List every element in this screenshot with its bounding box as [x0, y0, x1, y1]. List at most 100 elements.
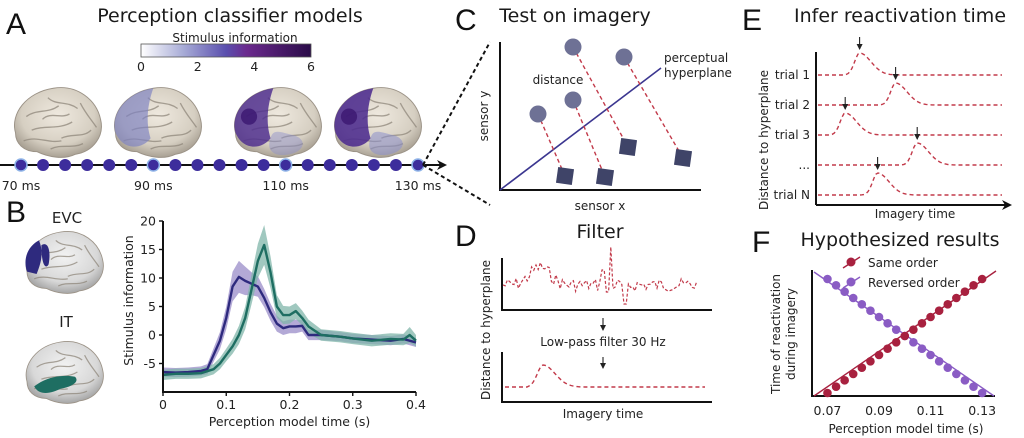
- timeline-dot: [367, 159, 380, 171]
- timeline-labels: 70 ms 90 ms 110 ms 130 ms: [2, 178, 442, 193]
- reversed-order-point: [943, 363, 953, 372]
- timeline-dot: [125, 159, 138, 171]
- timeline-label: 70 ms: [2, 178, 41, 193]
- panel-a-letter: A: [6, 8, 26, 41]
- same-order-point: [900, 331, 910, 341]
- timeline-dot: [169, 159, 182, 171]
- same-order-point: [909, 325, 918, 334]
- panel-f-axes: [811, 270, 995, 397]
- timeline-dot: [37, 159, 50, 171]
- y-tick-label: 5: [148, 299, 156, 314]
- colorbar-tick-label: 6: [307, 59, 315, 74]
- reversed-order-point: [952, 369, 961, 379]
- panel-b: B EVC IT -5 0 5 10 15 20 0 0.1 0.2 0.3 0.4 Percepti…: [6, 196, 426, 429]
- trial-label: trial 1: [775, 68, 810, 82]
- colorbar: [140, 43, 312, 58]
- region-brains: [25, 231, 104, 404]
- x-tick-label: 0.13: [968, 403, 996, 418]
- same-order-point: [883, 344, 892, 353]
- timeline-label: 110 ms: [262, 178, 309, 193]
- panel-e: E Infer reactivation time Distance to hy…: [742, 4, 1012, 221]
- evc-label: EVC: [52, 209, 82, 227]
- trial-trace: [818, 112, 1002, 136]
- x-tick-label: 0.3: [343, 397, 363, 412]
- reversed-order-point: [840, 287, 849, 296]
- hyperplane-diagram: [499, 38, 701, 191]
- chart-b-xlabel: Perception model time (s): [209, 414, 370, 429]
- x-tick-label: 0.1: [216, 397, 236, 412]
- reversed-order-point: [891, 325, 901, 334]
- same-order-point: [934, 306, 944, 315]
- colorbar-tick-label: 2: [194, 59, 202, 74]
- panel-f-ylabel-line2: during imagery: [784, 288, 798, 380]
- y-tick-label: 20: [140, 214, 156, 229]
- timeline-dot: [81, 159, 94, 171]
- panel-d-ylabel: Distance to hyperplane: [479, 260, 493, 400]
- imagery-point-circle: [529, 105, 547, 123]
- timeline-label: 90 ms: [134, 178, 173, 193]
- panel-d-letter: D: [455, 220, 477, 253]
- imagery-point-circle: [564, 38, 582, 56]
- imagery-point-circle: [615, 48, 633, 66]
- perceptual-hyperplane: [499, 67, 662, 191]
- panel-a-title: Perception classifier models: [97, 5, 363, 27]
- brain-110ms: [234, 87, 322, 158]
- imagery-point-square: [595, 167, 615, 187]
- panel-e-xlabel: Imagery time: [875, 207, 956, 221]
- panel-f: F Hypothesized results Time of reactivat…: [752, 226, 1000, 436]
- x-tick-label: 0.09: [865, 403, 893, 418]
- colorbar-ticks: 0 2 4 6: [137, 59, 315, 74]
- x-tick-label: 0.2: [280, 397, 300, 412]
- panel-c-title: Test on imagery: [498, 5, 650, 27]
- hypothesized-results-chart: 0.07 0.09 0.11 0.13 Same order Reversed order: [811, 256, 997, 418]
- distance-line: [623, 56, 684, 159]
- colorbar-label: Stimulus information: [172, 31, 297, 45]
- reversed-order-point: [857, 300, 867, 309]
- same-order-point: [952, 293, 961, 303]
- sensor-y-label: sensor y: [477, 91, 491, 142]
- peak-activation: [240, 108, 258, 125]
- reversed-order-point: [883, 319, 892, 328]
- legend-label: Same order: [868, 256, 938, 270]
- panel-e-ylabel: Distance to hyperplane: [757, 70, 771, 210]
- trial-trace: [818, 82, 1002, 106]
- timeline-dot: [14, 158, 28, 172]
- reversed-order-point: [926, 350, 935, 360]
- timeline-dot: [103, 159, 116, 171]
- same-order-point: [917, 319, 927, 328]
- timeline-dot: [345, 159, 358, 171]
- timeline-dot: [301, 159, 314, 171]
- imagery-point-square: [673, 148, 693, 168]
- same-order-point: [926, 312, 935, 322]
- zoom-connector-top: [422, 41, 491, 166]
- trial-label: trial 2: [775, 98, 810, 112]
- trial-traces: trial 1 trial 2 trial 3... trial N: [774, 37, 1012, 210]
- timeline-dot: [213, 159, 226, 171]
- x-tick-label: 0.4: [406, 397, 426, 412]
- filtered-distance-trace: [505, 364, 705, 388]
- reversed-order-point: [866, 306, 875, 315]
- peak-activation: [340, 108, 358, 125]
- panel-b-letter: B: [6, 196, 26, 229]
- y-tick-label: -5: [144, 356, 156, 371]
- reversed-order-point: [960, 376, 970, 385]
- same-order-point: [857, 363, 867, 372]
- same-order-point: [891, 338, 901, 347]
- sensor-x-label: sensor x: [575, 199, 626, 213]
- reversed-order-point: [874, 312, 884, 322]
- timeline-dot: [411, 158, 425, 172]
- panel-e-title: Infer reactivation time: [794, 5, 1006, 27]
- reversed-order-point: [934, 357, 944, 366]
- brain-it: [25, 341, 104, 404]
- occipital-activation: [114, 88, 154, 147]
- same-order-point: [969, 281, 978, 290]
- panel-f-xlabel: Perception model time (s): [829, 422, 984, 436]
- panel-d-title: Filter: [576, 221, 623, 243]
- trial-label: trial 3: [775, 128, 810, 142]
- trial-trace: [818, 142, 1002, 166]
- filtered-trace-axes: [501, 352, 712, 403]
- hyperplane-label-line2: hyperplane: [664, 66, 732, 80]
- panel-c: C Test on imagery distance perceptual hy…: [455, 4, 732, 213]
- error-band-it: [163, 224, 416, 381]
